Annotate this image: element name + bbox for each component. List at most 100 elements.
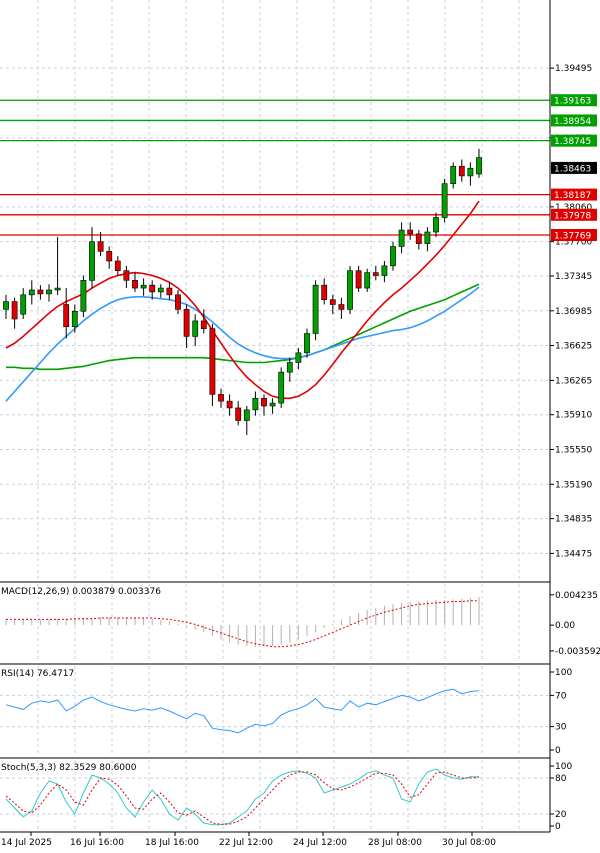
price-tick-label: 1.38060 bbox=[555, 203, 592, 213]
macd-tick-label: -0.003592 bbox=[555, 647, 600, 657]
level-price-label: 1.38954 bbox=[554, 117, 591, 127]
candle-bullish bbox=[80, 280, 87, 312]
candle-bearish bbox=[106, 251, 113, 262]
level-price-tag bbox=[551, 134, 597, 147]
candle-bearish bbox=[175, 294, 181, 310]
level-price-tag bbox=[551, 94, 597, 107]
stoch-d-line bbox=[5, 771, 480, 825]
candle-bearish bbox=[235, 407, 242, 421]
candle-bullish bbox=[269, 402, 276, 407]
candle-bullish bbox=[71, 310, 78, 328]
candle-bullish bbox=[304, 333, 310, 354]
candle-bearish bbox=[321, 284, 328, 300]
price-tick-label: 1.36985 bbox=[555, 307, 592, 317]
price-tick-label: 1.35910 bbox=[555, 411, 592, 421]
candle-bullish bbox=[157, 287, 164, 293]
candle-bearish bbox=[97, 241, 104, 252]
level-price-tag bbox=[551, 208, 597, 221]
price-tick-label: 1.34835 bbox=[555, 515, 592, 525]
time-tick-label: 14 Jul 2025 bbox=[1, 838, 52, 848]
price-tick-label: 1.36625 bbox=[555, 342, 592, 352]
candle-bullish bbox=[89, 241, 95, 281]
candle-bullish bbox=[364, 272, 371, 289]
candle-bearish bbox=[209, 328, 216, 395]
candle-bullish bbox=[398, 229, 405, 247]
candle-bullish bbox=[3, 301, 9, 310]
candle-bullish bbox=[312, 284, 319, 334]
candle-bullish bbox=[433, 217, 439, 233]
candle-bullish bbox=[347, 270, 353, 310]
candle-bullish bbox=[286, 362, 293, 373]
level-price-label: 1.37978 bbox=[554, 211, 591, 221]
candle-bullish bbox=[390, 246, 396, 267]
candle-bullish bbox=[54, 287, 61, 291]
candle-bearish bbox=[458, 165, 465, 177]
macd-tick-label: 0.00 bbox=[555, 621, 575, 631]
candle-bearish bbox=[407, 229, 414, 235]
current-price-tag bbox=[551, 161, 597, 174]
candle-bullish bbox=[192, 320, 199, 337]
candle-bearish bbox=[166, 287, 173, 296]
candle-bearish bbox=[329, 299, 336, 305]
candle-bullish bbox=[381, 265, 388, 276]
candle-bearish bbox=[226, 400, 233, 409]
macd-signal-line bbox=[6, 600, 479, 648]
stoch-tick-label: 100 bbox=[555, 762, 572, 772]
stoch-tick-label: 0 bbox=[555, 822, 561, 832]
time-tick-label: 28 Jul 08:00 bbox=[368, 838, 422, 848]
price-tick-label: 1.36265 bbox=[555, 376, 592, 386]
level-price-label: 1.39163 bbox=[554, 97, 591, 107]
candle-bullish bbox=[252, 397, 259, 411]
stoch-k-line bbox=[5, 768, 479, 826]
time-tick-label: 30 Jul 08:00 bbox=[442, 838, 496, 848]
rsi-tick-label: 100 bbox=[555, 668, 572, 678]
level-price-label: 1.37769 bbox=[554, 231, 591, 241]
candle-bearish bbox=[63, 304, 70, 328]
price-tick-label: 1.37345 bbox=[555, 272, 592, 282]
rsi-label: RSI(14) 76.4717 bbox=[1, 669, 74, 679]
rsi-line bbox=[5, 688, 480, 734]
time-tick-label: 24 Jul 12:00 bbox=[293, 838, 347, 848]
candle-bullish bbox=[424, 231, 431, 244]
candle-bullish bbox=[476, 157, 482, 175]
price-tick-label: 1.34475 bbox=[555, 549, 592, 559]
candle-bearish bbox=[132, 280, 138, 289]
rsi-tick-label: 70 bbox=[555, 691, 567, 701]
level-price-label: 1.38187 bbox=[554, 191, 591, 201]
candle-bearish bbox=[372, 272, 379, 276]
candle-bearish bbox=[149, 284, 156, 293]
candle-bullish bbox=[28, 289, 35, 296]
rsi-tick-label: 0 bbox=[555, 746, 561, 756]
level-price-tag bbox=[551, 228, 597, 241]
candle-bullish bbox=[450, 165, 457, 184]
candle-bullish bbox=[140, 284, 147, 289]
ma-slow-line bbox=[6, 283, 480, 371]
level-price-label: 1.38745 bbox=[554, 137, 591, 147]
candle-bearish bbox=[11, 301, 18, 320]
candle-bullish bbox=[278, 371, 285, 404]
candle-bullish bbox=[441, 183, 448, 218]
candle-bearish bbox=[114, 260, 121, 271]
stoch-tick-label: 20 bbox=[555, 810, 567, 820]
ma-mid-line bbox=[5, 286, 480, 402]
level-price-tag bbox=[551, 114, 597, 127]
candle-bearish bbox=[183, 309, 190, 337]
macd-label: MACD(12,26,9) 0.003879 0.003376 bbox=[1, 587, 161, 597]
candle-bullish bbox=[467, 167, 474, 177]
candle-bullish bbox=[20, 294, 27, 315]
price-tick-label: 1.39495 bbox=[555, 64, 592, 74]
candle-bearish bbox=[355, 270, 362, 289]
candle-bearish bbox=[218, 394, 224, 402]
stoch-label: Stoch(5,3,3) 82.3529 80.6000 bbox=[1, 763, 137, 773]
candle-bullish bbox=[243, 409, 250, 421]
macd-tick-label: 0.004235 bbox=[555, 591, 598, 601]
candle-bullish bbox=[46, 289, 52, 295]
candle-bearish bbox=[37, 289, 44, 295]
candle-bearish bbox=[200, 320, 207, 329]
level-price-tag bbox=[551, 188, 597, 201]
rsi-tick-label: 30 bbox=[555, 723, 567, 733]
stoch-tick-label: 80 bbox=[555, 774, 567, 784]
candle-bearish bbox=[338, 304, 345, 310]
